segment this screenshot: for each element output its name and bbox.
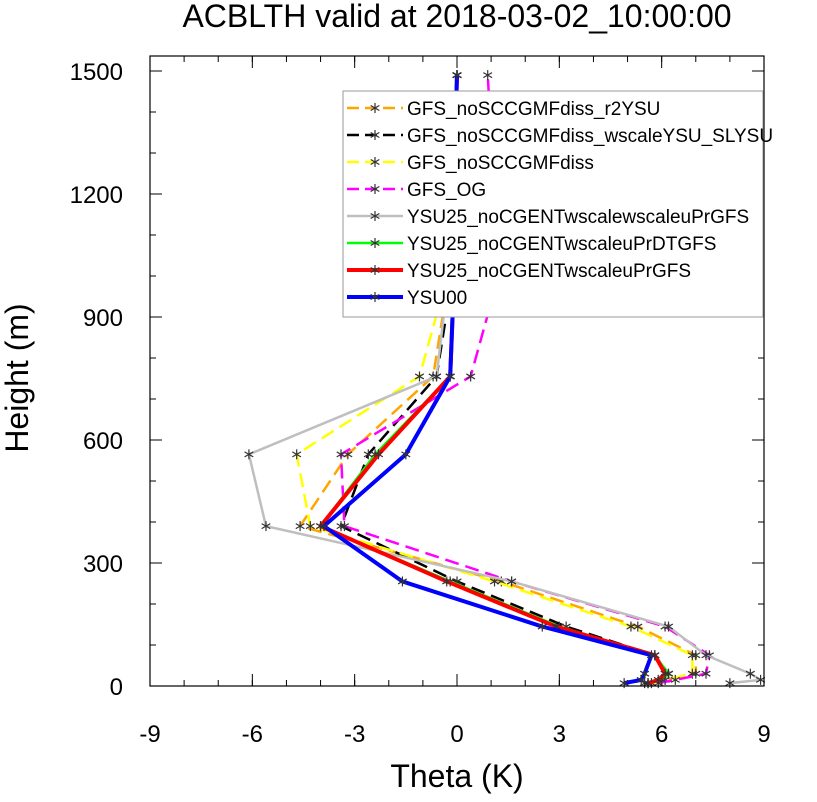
legend-label: GFS_noSCCGMFdiss_wscaleYSU_SLYSU (407, 126, 773, 147)
y-tick-label: 1500 (70, 59, 123, 86)
legend-label: YSU25_noCGENTwscalewscaleuPrGFS (407, 207, 749, 228)
series-point (452, 70, 462, 81)
x-tick-label: 0 (450, 721, 463, 748)
series-point (305, 521, 315, 532)
legend: GFS_noSCCGMFdiss_r2YSU GFS_noSCCGMFdiss_w… (342, 90, 773, 318)
y-tick-label: 0 (110, 674, 123, 701)
legend-box (342, 90, 764, 318)
legend-entry: GFS_noSCCGMFdiss (347, 153, 594, 174)
y-tick-label: 600 (83, 428, 123, 455)
y-tick-label: 900 (83, 305, 123, 332)
series-point (319, 521, 329, 532)
series-point (483, 70, 493, 81)
plot-frame (149, 55, 765, 687)
legend-marker (370, 130, 380, 140)
x-tick-label: 3 (553, 721, 566, 748)
y-axis-label: Height (m) (0, 303, 35, 452)
legend-entry: YSU00 (347, 288, 467, 309)
series-point (373, 449, 384, 460)
legend-marker (370, 292, 380, 302)
series-point (295, 521, 305, 532)
series-point (442, 576, 452, 587)
y-tick-label: 1200 (70, 182, 123, 209)
series-point (445, 371, 455, 382)
series-point (639, 668, 650, 679)
y-tick-label: 300 (83, 551, 123, 578)
x-tick-label: -6 (242, 721, 263, 748)
series-point (701, 650, 711, 661)
legend-label: GFS_noSCCGMFdiss (407, 153, 594, 174)
legend-label: GFS_noSCCGMFdiss_r2YSU (407, 99, 660, 120)
x-axis-label: Theta (K) (390, 758, 523, 794)
series-point (687, 650, 697, 661)
series-point (292, 449, 302, 460)
legend-marker (370, 103, 380, 113)
series-point (537, 621, 547, 632)
x-tick-label: 6 (655, 721, 668, 748)
legend-marker (370, 184, 380, 194)
legend-entry: YSU25_noCGENTwscaleuPrGFS (347, 261, 691, 282)
tick-labels: -9 -6 -3 0 3 6 9 0 300 600 900 1200 1500 (70, 59, 771, 748)
series-point (670, 674, 680, 685)
legend-entry: YSU25_noCGENTwscalewscaleuPrGFS (347, 207, 749, 228)
series-point (660, 668, 670, 679)
x-tick-label: -3 (344, 721, 365, 748)
series-point (653, 674, 663, 685)
legend-entry: GFS_OG (347, 180, 486, 201)
series-point (745, 668, 755, 679)
legend-label: GFS_OG (407, 180, 486, 201)
series-point (663, 621, 674, 632)
series-point (339, 521, 350, 532)
series-point (414, 371, 425, 382)
legend-marker (370, 211, 380, 221)
x-tick-label: -9 (139, 721, 160, 748)
legend-label: YSU00 (407, 288, 467, 309)
series-point (701, 668, 711, 679)
legend-label: YSU25_noCGENTwscaleuPrDTGFS (407, 234, 716, 255)
series-point (431, 371, 442, 382)
series-point (401, 449, 411, 460)
chart-title: ACBLTH valid at 2018-03-02_10:00:00 (182, 0, 731, 34)
series-point (626, 621, 636, 632)
series-point (466, 371, 476, 382)
legend-entry: GFS_noSCCGMFdiss_r2YSU (347, 99, 660, 120)
legend-label: YSU25_noCGENTwscaleuPrGFS (407, 261, 691, 282)
legend-marker (370, 238, 380, 248)
legend-marker (370, 157, 380, 167)
series-point (261, 521, 271, 532)
legend-entry: GFS_noSCCGMFdiss_wscaleYSU_SLYSU (347, 126, 773, 147)
series-point (336, 449, 346, 460)
series-point (506, 576, 517, 587)
series-point (397, 576, 408, 587)
series-point (646, 650, 657, 661)
series-point (244, 449, 254, 460)
legend-entry: YSU25_noCGENTwscaleuPrDTGFS (347, 234, 716, 255)
legend-marker (370, 265, 380, 275)
x-tick-label: 9 (757, 721, 770, 748)
